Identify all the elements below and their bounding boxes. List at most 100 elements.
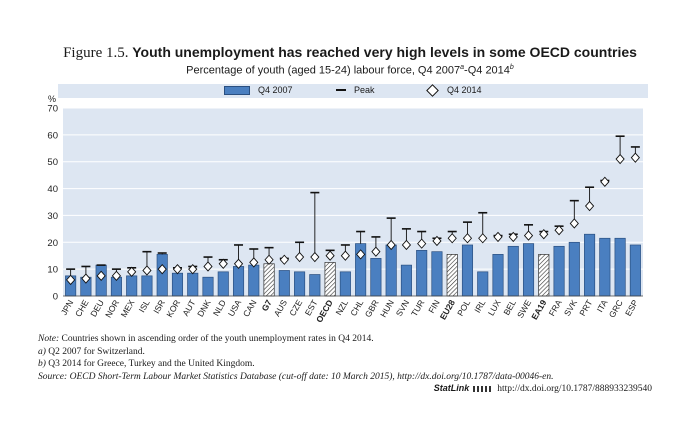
x-tick-label: NLD xyxy=(211,298,228,318)
x-tick-label: GBR xyxy=(363,298,381,319)
bar-nld xyxy=(217,271,229,297)
note-a-label: a) xyxy=(38,346,46,357)
q4-2014-marker-oecd xyxy=(325,250,335,261)
x-tick-label: USA xyxy=(226,298,244,318)
q4-2014-marker-ea19 xyxy=(539,229,549,240)
statlink-url[interactable]: http://dx.doi.org/10.1787/888933239540 xyxy=(497,384,652,394)
q4-2014-marker-swe xyxy=(523,230,534,241)
note-a-text: Q2 2007 for Switzerland. xyxy=(48,346,145,357)
figure-title-text: Youth unemployment has reached very high… xyxy=(132,44,637,60)
note-b-text: Q3 2014 for Greece, Turkey and the Unite… xyxy=(48,359,255,370)
bar-isl xyxy=(141,275,153,297)
x-tick-label: AUS xyxy=(272,298,290,318)
note-b-line: b) Q3 2014 for Greece, Turkey and the Un… xyxy=(38,358,678,371)
legend-peak-label: Peak xyxy=(354,85,375,95)
x-tick-label: SVK xyxy=(562,298,579,318)
x-tick-label: ESP xyxy=(623,298,640,318)
bar-esp xyxy=(629,244,641,297)
y-tick-label: 70 xyxy=(47,104,58,115)
bar-eu28 xyxy=(446,254,458,297)
legend-item-peak: Peak xyxy=(336,85,375,95)
statlink-label: StatLink xyxy=(433,383,470,393)
q4-2014-marker-isr xyxy=(157,263,167,275)
figure-subtitle: Percentage of youth (aged 15-24) labour … xyxy=(0,64,700,77)
statlink: StatLink http://dx.doi.org/10.1787/888933… xyxy=(0,383,652,394)
source-line: Source: OECD Short-Term Labour Market St… xyxy=(38,371,678,384)
q4-2014-marker-est xyxy=(310,251,320,263)
x-tick-label: NOR xyxy=(103,298,121,319)
bar-lux xyxy=(492,254,504,297)
q4-2014-marker-aut xyxy=(188,263,198,275)
figure-notes: Note: Countries shown in ascending order… xyxy=(38,333,678,383)
source-text: OECD Short-Term Labour Market Statistics… xyxy=(69,371,554,382)
q4-2014-marker-pol xyxy=(462,233,473,244)
bar-cze xyxy=(294,271,306,297)
q4-2014-marker-esp xyxy=(630,152,640,163)
q4-2014-marker-deu xyxy=(96,270,106,282)
bar-hun xyxy=(385,244,397,297)
y-tick-label: 40 xyxy=(47,184,58,195)
x-tick-label: DNK xyxy=(195,298,213,319)
chart-legend: Q4 2007 Peak Q4 2014 xyxy=(58,83,648,98)
bar-svk xyxy=(568,241,580,297)
x-tick-label: KOR xyxy=(164,298,182,319)
x-tick-label: ISL xyxy=(137,298,152,314)
bar-aus xyxy=(278,270,290,297)
subtitle-main: Percentage of youth (aged 15-24) labour … xyxy=(186,64,461,77)
bar-oecd xyxy=(324,262,336,297)
x-tick-label: CAN xyxy=(241,298,259,319)
note-text: Countries shown in ascending order of th… xyxy=(61,334,374,344)
x-tick-label: TUR xyxy=(409,298,426,318)
note-b-label: b) xyxy=(38,359,46,370)
x-tick-label: G7 xyxy=(259,298,273,313)
x-tick-label: EA19 xyxy=(529,298,548,322)
legend-item-bar: Q4 2007 xyxy=(224,85,293,95)
q4-2014-marker-nzl xyxy=(340,250,350,261)
bar-irl xyxy=(477,271,489,297)
bar-mex xyxy=(126,275,138,297)
q4-2014-marker-che xyxy=(81,273,91,284)
legend-diamond-label: Q4 2014 xyxy=(447,85,482,95)
q4-2014-marker-nor xyxy=(111,270,122,282)
bar-can xyxy=(248,264,260,297)
y-tick-label: 10 xyxy=(47,265,58,276)
q4-2014-marker-bel xyxy=(508,231,518,243)
y-tick-label: 20 xyxy=(47,238,58,249)
bar-aut xyxy=(187,272,199,297)
x-tick-label: AUT xyxy=(180,298,197,318)
q4-2014-marker-can xyxy=(249,257,259,268)
legend-bar-swatch xyxy=(224,85,250,95)
q4-2014-marker-lux xyxy=(493,231,503,243)
q4-2014-marker-usa xyxy=(233,258,244,269)
q4-2014-marker-fra xyxy=(554,225,564,236)
legend-bar-label: Q4 2007 xyxy=(258,85,293,95)
x-tick-label: GRC xyxy=(607,298,625,319)
q4-2014-marker-grc xyxy=(615,153,625,165)
q4-2014-marker-svn xyxy=(401,239,412,251)
bar-swe xyxy=(522,243,535,297)
q4-2014-marker-prt xyxy=(584,200,595,212)
q4-2014-marker-chl xyxy=(356,249,366,260)
bar-pol xyxy=(461,244,474,297)
bar-tur xyxy=(416,249,428,297)
x-tick-label: EU28 xyxy=(438,298,457,322)
q4-2014-marker-nld xyxy=(218,258,228,269)
subtitle-mid: -Q4 2014 xyxy=(464,64,510,77)
bar-bel xyxy=(507,245,519,297)
bar-est xyxy=(309,274,321,297)
bar-grc xyxy=(614,237,626,297)
note-label: Note: xyxy=(38,334,60,344)
note-line: Note: Countries shown in ascending order… xyxy=(38,333,678,346)
bar-ita xyxy=(599,237,611,297)
bar-kor xyxy=(171,272,184,297)
q4-2014-marker-g7 xyxy=(264,254,274,265)
q4-2014-marker-hun xyxy=(386,239,396,251)
y-tick-label: 60 xyxy=(47,130,58,141)
bar-fra xyxy=(553,245,565,297)
figure-title: Figure 1.5. Youth unemployment has reach… xyxy=(0,44,700,62)
y-tick-label: 50 xyxy=(47,157,58,168)
legend-item-diamond: Q4 2014 xyxy=(426,83,482,97)
x-tick-label: MEX xyxy=(119,298,137,319)
q4-2014-marker-irl xyxy=(478,233,488,244)
